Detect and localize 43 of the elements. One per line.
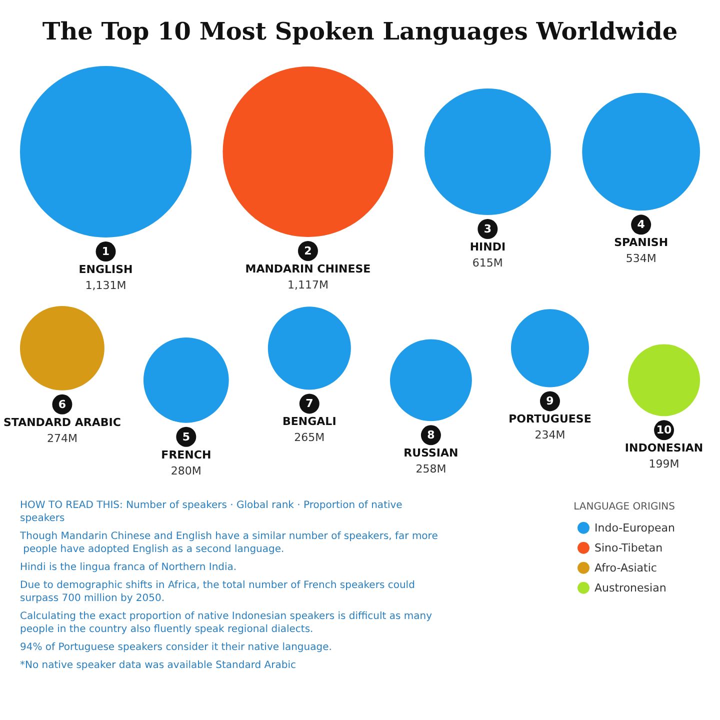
category-label: SPANISH	[614, 236, 668, 250]
data-label: 274M	[46, 432, 78, 445]
data-label: 1,117M	[287, 278, 328, 292]
data-label: 199M	[648, 458, 680, 471]
category-label: RUSSIAN	[404, 446, 458, 460]
legend-label: Sino-Tibetan	[594, 541, 663, 554]
data-label: 265M	[294, 431, 325, 444]
text: 7	[306, 397, 314, 410]
text: 1	[102, 245, 110, 258]
text: Though Mandarin Chinese and English have a similar number of speakers, far more people have adopted English as a second language.	[19, 530, 438, 555]
text: The Top 10 Most Spoken Languages Worldwide	[42, 16, 678, 46]
data-label: 258M	[416, 462, 446, 476]
text: Hindi is the lingua franca of Northern India.	[20, 562, 237, 573]
category-label: PORTUGUESE	[508, 412, 592, 426]
category-label: INDONESIAN	[624, 442, 704, 455]
text: 5	[182, 430, 190, 444]
text: 94% of Portuguese speakers consider it their native language.	[20, 642, 332, 653]
text: 8	[427, 428, 435, 442]
category-label: MANDARIN CHINESE	[245, 262, 371, 276]
category-label: ENGLISH	[78, 263, 133, 276]
legend-label: Indo-European	[594, 521, 676, 534]
text: 6	[58, 398, 66, 411]
legend-label: Austronesian	[594, 581, 666, 594]
data-label: 1,131M	[85, 279, 126, 292]
text: 4	[637, 218, 645, 232]
legend-title: LANGUAGE ORIGINS	[574, 501, 676, 512]
category-label: HINDI	[470, 240, 506, 254]
text: Calculating the exact proportion of native Indonesian speakers is difficult as many people in the country also fluently speak regional dialects.	[20, 610, 436, 635]
text: Due to demographic shifts in Africa, the total number of French speakers could surpass 700 million by 2050.	[20, 580, 418, 604]
text: 9	[546, 394, 554, 408]
text: 10	[656, 424, 672, 437]
data-label: 534M	[626, 252, 656, 266]
data-label: 280M	[170, 464, 202, 478]
data-label: 234M	[534, 428, 566, 442]
text: *No native speaker data was available Standard Arabic	[20, 660, 296, 671]
text: HOW TO READ THIS: Number of speakers · Global rank · Proportion of native speakers	[20, 500, 406, 524]
category-label: BENGALI	[282, 415, 336, 428]
text: 3	[484, 222, 492, 236]
category-label: STANDARD ARABIC	[4, 416, 121, 429]
data-label: 615M	[472, 256, 503, 270]
legend-label: Afro-Asiatic	[594, 561, 657, 574]
category-label: FRENCH	[161, 448, 212, 462]
text: 2	[304, 244, 312, 258]
